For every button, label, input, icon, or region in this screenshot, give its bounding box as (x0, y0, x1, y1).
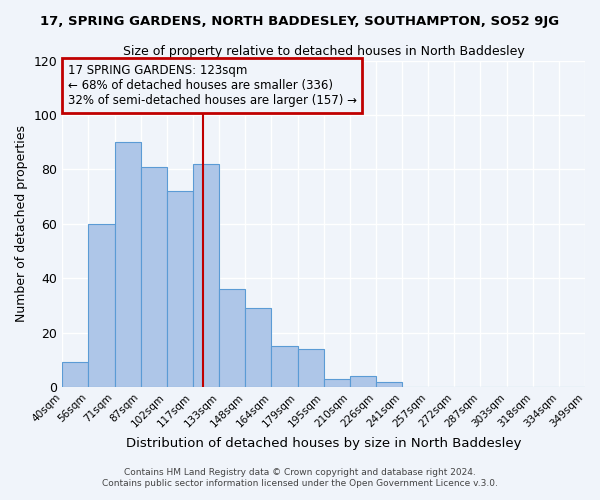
Bar (350, 376, 376, 387)
Bar (62, 362, 88, 387)
Bar (323, 379, 350, 387)
Y-axis label: Number of detached properties: Number of detached properties (15, 126, 28, 322)
Bar (219, 289, 245, 387)
Title: Size of property relative to detached houses in North Baddesley: Size of property relative to detached ho… (123, 45, 524, 58)
Bar (245, 308, 271, 387)
Text: 17, SPRING GARDENS, NORTH BADDESLEY, SOUTHAMPTON, SO52 9JG: 17, SPRING GARDENS, NORTH BADDESLEY, SOU… (40, 15, 560, 28)
Bar (140, 166, 167, 387)
Bar (271, 346, 298, 387)
Bar (298, 349, 323, 387)
Text: Contains HM Land Registry data © Crown copyright and database right 2024.
Contai: Contains HM Land Registry data © Crown c… (102, 468, 498, 487)
Bar (88, 224, 115, 387)
Bar (167, 191, 193, 387)
Bar (193, 164, 219, 387)
Bar (376, 382, 402, 387)
X-axis label: Distribution of detached houses by size in North Baddesley: Distribution of detached houses by size … (126, 437, 521, 450)
Text: 17 SPRING GARDENS: 123sqm
← 68% of detached houses are smaller (336)
32% of semi: 17 SPRING GARDENS: 123sqm ← 68% of detac… (68, 64, 356, 107)
Bar (115, 142, 140, 387)
